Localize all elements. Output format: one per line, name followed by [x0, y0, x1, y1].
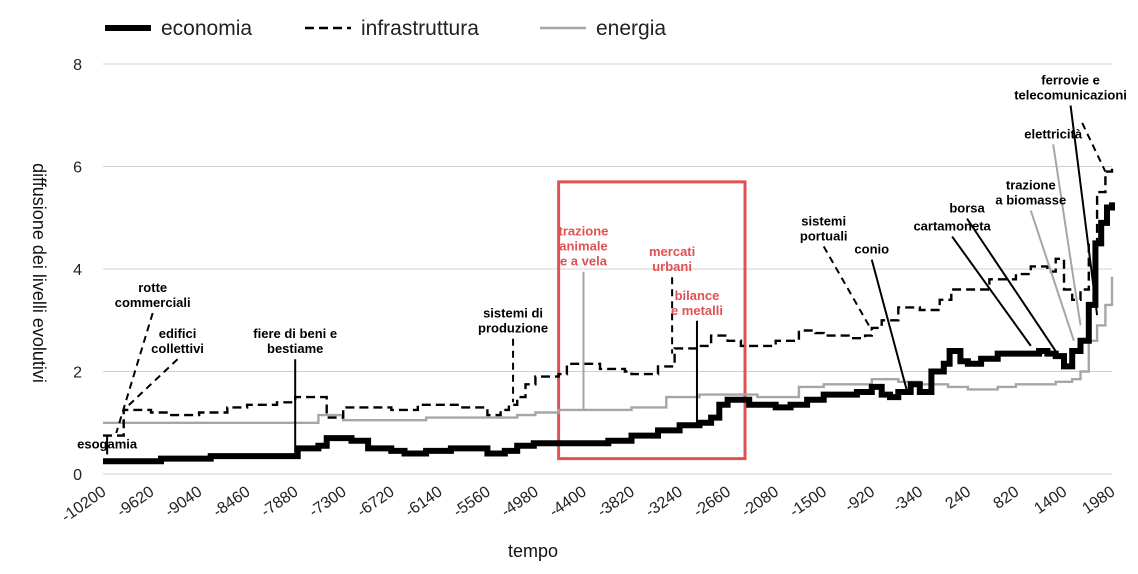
- legend-label-infrastruttura: infrastruttura: [361, 17, 479, 40]
- x-tick-label: -10200: [59, 483, 110, 526]
- annotation-line: [951, 235, 1032, 347]
- annotation-label: edifici collettivi: [151, 326, 204, 356]
- y-tick-label: 2: [73, 365, 82, 382]
- x-tick-label: -8460: [210, 483, 253, 520]
- x-tick-label: 1980: [1079, 483, 1118, 517]
- annotation-label: trazione a biomasse: [995, 178, 1066, 208]
- annotation-label-line: produzione: [478, 321, 548, 336]
- annotation-label-line: sistemi di: [483, 306, 543, 321]
- annotation-label: borsa: [949, 201, 985, 216]
- x-axis-title: tempo: [508, 541, 558, 561]
- annotation-label: cartamoneta: [913, 219, 991, 234]
- annotation-label: esogamia: [77, 436, 138, 451]
- x-tick-label: -4400: [546, 483, 589, 520]
- series-layer: [103, 166, 1115, 465]
- annotation-label-line: e a vela: [560, 254, 608, 269]
- x-tick-label: -4980: [498, 483, 541, 520]
- annotation-label: ferrovie e telecomunicazioni: [1014, 73, 1127, 103]
- annotation-label-line: portuali: [800, 228, 848, 243]
- legend: economia infrastruttura energia: [105, 17, 666, 40]
- annotation-label-line: sistemi: [801, 213, 846, 228]
- gridlines: [103, 63, 1112, 475]
- annotation-line: [1069, 105, 1099, 316]
- annotation-label-line: trazione: [559, 224, 609, 239]
- series-line-economia: [103, 202, 1115, 465]
- annotation-label-line: bestiame: [267, 341, 323, 356]
- annotation-label-line: urbani: [652, 259, 692, 274]
- x-tick-label: -6720: [354, 483, 397, 520]
- y-axis-title: diffusione dei livelli evolutivi: [29, 163, 49, 383]
- annotation-line: [1029, 210, 1075, 342]
- annotation-label: sistemi portuali: [800, 213, 848, 243]
- y-tick-label: 8: [73, 57, 82, 74]
- annotation-label: fiere di beni e bestiame: [253, 326, 337, 356]
- annotation-line: [1081, 122, 1107, 173]
- annotation-label-line: telecomunicazioni: [1014, 88, 1127, 103]
- annotation-line: [115, 312, 154, 434]
- legend-label-energia: energia: [596, 17, 666, 40]
- y-tick-label: 0: [73, 467, 82, 484]
- x-tick-label: -920: [842, 483, 878, 515]
- annotation-label-line: mercati: [649, 244, 695, 259]
- x-tick-label: 820: [991, 483, 1023, 512]
- series-line-infrastruttura: [103, 166, 1114, 437]
- y-axis-ticks: 0 2 4 6 8: [73, 57, 82, 484]
- annotation-labels: esogamia rotte commerciali edifici collettiv…: [77, 73, 1127, 452]
- annotation-label-line: collettivi: [151, 341, 204, 356]
- annotation-label-line: rotte: [138, 280, 167, 295]
- annotation-line: [966, 218, 1059, 355]
- x-axis-ticks: -10200 -9620 -9040 -8460 -7880 -7300 -6720 -614…: [59, 483, 1119, 526]
- annotation-label-line: commerciali: [115, 295, 191, 310]
- x-tick-label: -9040: [162, 483, 205, 520]
- x-tick-label: -3240: [643, 483, 686, 520]
- annotation-label-line: a biomasse: [995, 193, 1066, 208]
- legend-label-economia: economia: [161, 17, 252, 40]
- annotation-label-line: e metalli: [671, 303, 723, 318]
- x-tick-label: 240: [943, 483, 975, 512]
- annotation-label: trazione animale e a vela: [559, 224, 609, 269]
- annotation-line: [123, 358, 179, 411]
- annotation-label-line: elettricità: [1024, 126, 1083, 141]
- annotation-label: bilance e metalli: [671, 288, 723, 318]
- annotation-label-line: esogamia: [77, 436, 138, 451]
- annotation-label-line: fiere di beni e: [253, 326, 337, 341]
- annotation-label: sistemi di produzione: [478, 306, 548, 336]
- annotation-label: rotte commerciali: [115, 280, 191, 310]
- series-line-energia: [103, 276, 1114, 424]
- annotation-label: mercati urbani: [649, 244, 695, 274]
- annotation-label: conio: [854, 242, 889, 257]
- annotation-lines: [106, 105, 1107, 457]
- annotation-label-line: animale: [559, 239, 607, 254]
- x-tick-label: -7880: [258, 483, 301, 520]
- highlight-box-layer: [557, 180, 747, 461]
- annotation-label-line: cartamoneta: [913, 219, 991, 234]
- x-tick-label: 1400: [1031, 483, 1070, 517]
- x-tick-label: -7300: [306, 483, 349, 520]
- x-tick-label: -5560: [450, 483, 493, 520]
- x-tick-label: -340: [890, 483, 926, 515]
- x-tick-label: -2080: [739, 483, 782, 520]
- annotation-line: [870, 259, 908, 390]
- highlight-box: [557, 180, 747, 461]
- x-tick-label: -9620: [114, 483, 157, 520]
- annotation-label-line: trazione: [1006, 178, 1056, 193]
- annotation-label-line: bilance: [675, 288, 720, 303]
- annotation-line: [1052, 144, 1082, 326]
- annotation-label-line: borsa: [949, 201, 985, 216]
- annotation-label: elettricità: [1024, 126, 1083, 141]
- x-tick-label: -3820: [595, 483, 638, 520]
- annotation-line: [822, 245, 873, 331]
- y-tick-label: 6: [73, 160, 82, 177]
- x-tick-label: -2660: [691, 483, 734, 520]
- annotation-label-line: ferrovie e: [1041, 73, 1100, 88]
- x-tick-label: -1500: [787, 483, 830, 520]
- y-tick-label: 4: [73, 262, 82, 279]
- x-tick-label: -6140: [402, 483, 445, 520]
- annotation-label-line: conio: [854, 242, 889, 257]
- annotation-label-line: edifici: [159, 326, 197, 341]
